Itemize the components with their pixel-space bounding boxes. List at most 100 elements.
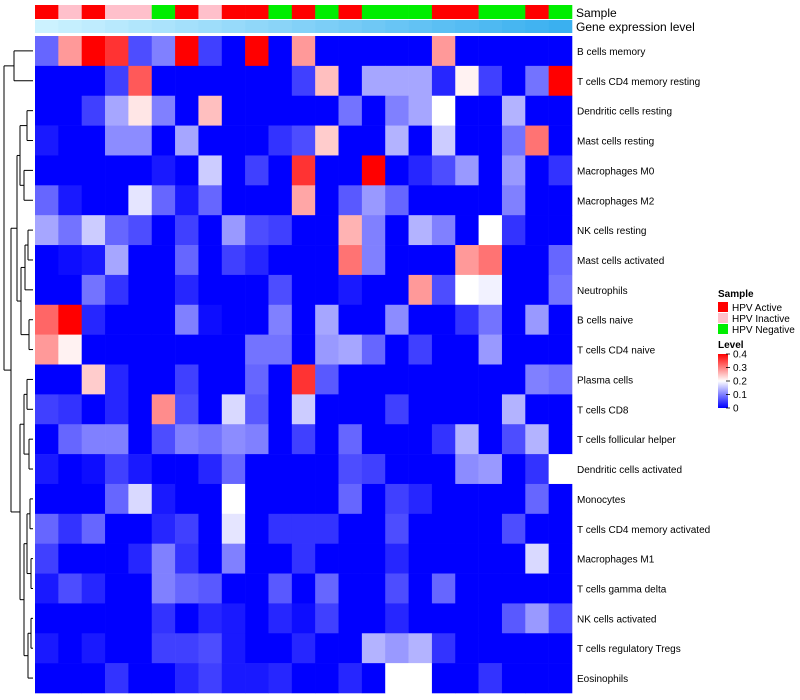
heatmap-cell [198, 155, 223, 186]
heatmap-cell [58, 394, 82, 425]
heatmap-cell [268, 364, 293, 395]
heatmap-cell [58, 424, 82, 455]
heatmap-cell [268, 95, 293, 126]
legend-swatch [718, 313, 728, 323]
heatmap-cell [408, 573, 433, 604]
expression-annotation-cell [455, 20, 479, 33]
heatmap-cell [58, 274, 82, 306]
sample-annotation-cell [525, 5, 549, 19]
heatmap-cell [151, 603, 176, 634]
heatmap-cell [198, 334, 223, 365]
row-label: T cells CD4 naive [577, 346, 656, 357]
heatmap-cell [431, 245, 456, 276]
heatmap-cell [151, 424, 176, 455]
sample-annotation-cell [338, 5, 363, 19]
heatmap-cell [338, 483, 363, 515]
heatmap-cell [198, 573, 223, 604]
heatmap-cell [128, 36, 153, 67]
expression-annotation-cell [431, 20, 456, 33]
heatmap-cell [501, 65, 526, 97]
legend-swatch [718, 324, 728, 334]
heatmap-cell [175, 245, 199, 276]
heatmap-cell [408, 274, 433, 306]
heatmap-cell [338, 274, 363, 306]
heatmap-cell [455, 573, 479, 604]
row-label: T cells follicular helper [577, 435, 676, 446]
heatmap-cell [525, 364, 549, 395]
heatmap-cell [128, 394, 153, 425]
expression-annotation-cell [548, 20, 573, 33]
heatmap-cell [501, 394, 526, 425]
heatmap-cell [431, 125, 456, 156]
heatmap-cell [128, 65, 153, 97]
heatmap-cell [361, 274, 386, 306]
heatmap-cell [548, 394, 573, 425]
heatmap-cell [175, 95, 199, 126]
heatmap-cell [385, 424, 409, 455]
heatmap-cell [151, 663, 176, 694]
annotation-bars [35, 5, 573, 33]
heatmap-cell [35, 304, 59, 335]
heatmap-cell [198, 543, 223, 574]
heatmap-cell [501, 663, 526, 694]
level-tick-label: 0.4 [733, 350, 747, 361]
expression-annotation-cell [81, 20, 106, 33]
expression-annotation-cell [268, 20, 293, 33]
expression-annotation-cell [175, 20, 199, 33]
legend-label: HPV Negative [732, 325, 795, 336]
heatmap-cell [455, 36, 479, 67]
heatmap-cell [548, 513, 573, 544]
heatmap-cell [35, 454, 59, 485]
heatmap-cell [105, 364, 129, 395]
row-label: T cells CD8 [577, 405, 629, 416]
heatmap-cell [151, 483, 176, 515]
heatmap-cell [35, 334, 59, 365]
heatmap-cell [455, 483, 479, 515]
heatmap-cell [478, 215, 503, 246]
heatmap-cell [408, 155, 433, 186]
heatmap-cell [198, 424, 223, 455]
heatmap-cell [151, 125, 176, 156]
heatmap-cell [548, 543, 573, 574]
heatmap-cell [385, 394, 409, 425]
heatmap-cell [128, 364, 153, 395]
heatmap-cell [408, 185, 433, 216]
heatmap-cell [105, 155, 129, 186]
heatmap-cell [81, 394, 106, 425]
heatmap-cell [548, 573, 573, 604]
heatmap-cell [105, 65, 129, 97]
heatmap-cells [35, 36, 573, 694]
heatmap-cell [198, 125, 223, 156]
sample-annotation-cell [81, 5, 106, 19]
heatmap-cell [105, 633, 129, 664]
heatmap-cell [58, 304, 82, 335]
heatmap-cell [408, 424, 433, 455]
heatmap-cell [245, 334, 269, 365]
heatmap-cell [245, 215, 269, 246]
expression-annotation-cell [221, 20, 246, 33]
heatmap-cell [455, 394, 479, 425]
legend-label: HPV Active [732, 303, 782, 314]
heatmap-cell [478, 95, 503, 126]
heatmap-cell [291, 513, 316, 544]
heatmap-cell [245, 424, 269, 455]
heatmap-cell [198, 633, 223, 664]
heatmap-cell [338, 155, 363, 186]
heatmap-cell [361, 633, 386, 664]
heatmap-cell [268, 513, 293, 544]
heatmap-cell [431, 65, 456, 97]
heatmap-cell [291, 36, 316, 67]
heatmap-cell [478, 633, 503, 664]
heatmap-cell [221, 663, 246, 694]
heatmap-cell [81, 36, 106, 67]
heatmap-cell [58, 185, 82, 216]
heatmap-cell [455, 364, 479, 395]
heatmap-cell [338, 304, 363, 335]
heatmap-cell [431, 364, 456, 395]
heatmap-cell [408, 543, 433, 574]
heatmap-cell [35, 245, 59, 276]
heatmap-cell [338, 334, 363, 365]
heatmap-cell [361, 424, 386, 455]
sample-annotation-cell [245, 5, 269, 19]
heatmap-cell [58, 483, 82, 515]
